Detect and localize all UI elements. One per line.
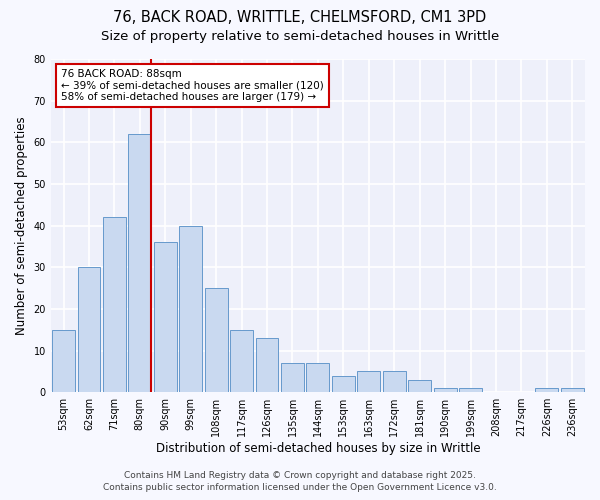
Bar — [358, 372, 380, 392]
Text: 76 BACK ROAD: 88sqm
← 39% of semi-detached houses are smaller (120)
58% of semi-: 76 BACK ROAD: 88sqm ← 39% of semi-detach… — [61, 69, 324, 102]
Bar — [434, 388, 457, 392]
Text: Size of property relative to semi-detached houses in Writtle: Size of property relative to semi-detach… — [101, 30, 499, 43]
Bar — [281, 363, 304, 392]
Bar — [332, 376, 355, 392]
Bar — [128, 134, 151, 392]
Bar — [52, 330, 75, 392]
Bar — [205, 288, 227, 392]
Bar — [256, 338, 278, 392]
Bar — [103, 218, 126, 392]
Bar — [77, 268, 100, 392]
Bar — [154, 242, 177, 392]
Bar — [535, 388, 558, 392]
X-axis label: Distribution of semi-detached houses by size in Writtle: Distribution of semi-detached houses by … — [155, 442, 480, 455]
Bar — [179, 226, 202, 392]
Bar — [383, 372, 406, 392]
Text: 76, BACK ROAD, WRITTLE, CHELMSFORD, CM1 3PD: 76, BACK ROAD, WRITTLE, CHELMSFORD, CM1 … — [113, 10, 487, 25]
Y-axis label: Number of semi-detached properties: Number of semi-detached properties — [15, 116, 28, 335]
Bar — [408, 380, 431, 392]
Bar — [230, 330, 253, 392]
Bar — [307, 363, 329, 392]
Text: Contains HM Land Registry data © Crown copyright and database right 2025.
Contai: Contains HM Land Registry data © Crown c… — [103, 471, 497, 492]
Bar — [459, 388, 482, 392]
Bar — [561, 388, 584, 392]
